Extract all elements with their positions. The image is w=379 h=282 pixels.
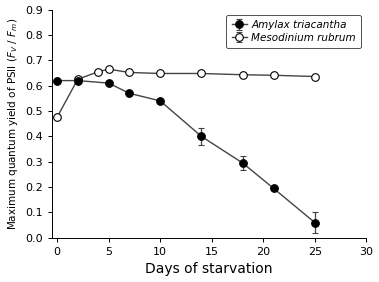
Legend: Amylax triacantha, Mesodinium rubrum: Amylax triacantha, Mesodinium rubrum <box>226 15 361 48</box>
Y-axis label: Maximum quantum yield of PSII ($F_V$ / $F_m$): Maximum quantum yield of PSII ($F_V$ / $… <box>6 18 20 230</box>
X-axis label: Days of starvation: Days of starvation <box>146 263 273 276</box>
